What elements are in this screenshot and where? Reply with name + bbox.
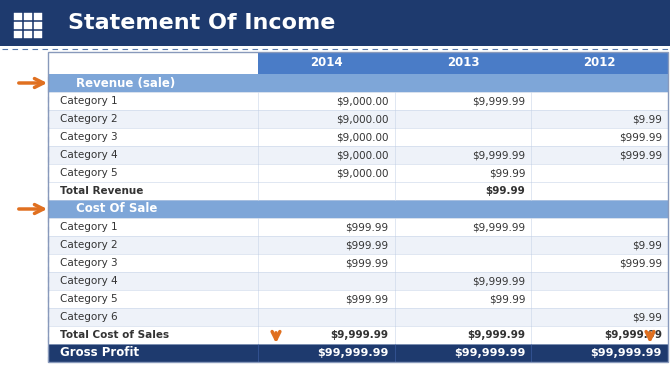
Bar — [14, 22, 22, 29]
Text: $999.99: $999.99 — [619, 150, 662, 160]
Text: Category 4: Category 4 — [60, 150, 118, 160]
Bar — [48, 236, 668, 254]
Text: $999.99: $999.99 — [346, 222, 389, 232]
Bar — [34, 13, 42, 20]
Text: $9,000.00: $9,000.00 — [336, 132, 389, 142]
Text: Category 1: Category 1 — [60, 96, 118, 106]
Bar — [48, 290, 668, 308]
Bar — [395, 52, 531, 74]
Bar — [48, 74, 668, 92]
Bar — [48, 164, 668, 182]
Bar — [48, 200, 668, 218]
Text: $999.99: $999.99 — [619, 132, 662, 142]
Text: Category 5: Category 5 — [60, 168, 118, 178]
Bar — [48, 326, 668, 344]
Text: Gross Profit: Gross Profit — [60, 347, 139, 359]
Text: Statement Of Income: Statement Of Income — [68, 13, 336, 33]
Text: $9,999.99: $9,999.99 — [472, 96, 525, 106]
Text: $9,999.99: $9,999.99 — [468, 330, 525, 340]
Text: $9,000.00: $9,000.00 — [336, 150, 389, 160]
Text: Category 1: Category 1 — [60, 222, 118, 232]
Text: Category 3: Category 3 — [60, 258, 118, 268]
Text: $999.99: $999.99 — [346, 258, 389, 268]
Text: $99,999.99: $99,999.99 — [318, 348, 389, 358]
Text: $9.99: $9.99 — [632, 240, 662, 250]
Text: Category 4: Category 4 — [60, 276, 118, 286]
Bar — [0, 0, 670, 46]
Text: $9,999.99: $9,999.99 — [604, 330, 662, 340]
Text: $9,999.99: $9,999.99 — [472, 276, 525, 286]
Text: 2012: 2012 — [584, 57, 616, 70]
Text: Cost Of Sale: Cost Of Sale — [76, 203, 157, 215]
Bar — [48, 272, 668, 290]
Text: Category 6: Category 6 — [60, 312, 118, 322]
Text: $9.99: $9.99 — [632, 312, 662, 322]
Text: Total Cost of Sales: Total Cost of Sales — [60, 330, 169, 340]
Bar — [14, 31, 22, 38]
Text: Revenue (sale): Revenue (sale) — [76, 76, 176, 90]
Text: $999.99: $999.99 — [346, 240, 389, 250]
Text: 2013: 2013 — [447, 57, 479, 70]
Bar — [48, 52, 258, 74]
Text: $9.99: $9.99 — [632, 114, 662, 124]
Bar — [24, 31, 32, 38]
Text: Category 5: Category 5 — [60, 294, 118, 304]
Text: $99,999.99: $99,999.99 — [454, 348, 525, 358]
Text: $9,000.00: $9,000.00 — [336, 114, 389, 124]
Bar — [14, 13, 22, 20]
Bar — [48, 146, 668, 164]
Text: $9,999.99: $9,999.99 — [472, 150, 525, 160]
Bar — [34, 31, 42, 38]
Bar — [48, 254, 668, 272]
Text: $99.99: $99.99 — [489, 294, 525, 304]
Bar — [48, 344, 668, 362]
Text: $99.99: $99.99 — [486, 186, 525, 196]
Bar — [48, 110, 668, 128]
Bar — [258, 52, 395, 74]
Bar — [531, 52, 668, 74]
Bar — [34, 22, 42, 29]
Text: Category 2: Category 2 — [60, 114, 118, 124]
Bar — [48, 128, 668, 146]
Text: 2014: 2014 — [310, 57, 342, 70]
Bar — [24, 22, 32, 29]
Text: $999.99: $999.99 — [346, 294, 389, 304]
Bar — [48, 182, 668, 200]
Text: $9,999.99: $9,999.99 — [472, 222, 525, 232]
Bar — [48, 308, 668, 326]
Text: Category 2: Category 2 — [60, 240, 118, 250]
Text: $99.99: $99.99 — [489, 168, 525, 178]
Bar — [48, 218, 668, 236]
Bar — [48, 52, 668, 362]
Text: $9,000.00: $9,000.00 — [336, 96, 389, 106]
Bar — [24, 13, 32, 20]
Text: $99,999.99: $99,999.99 — [591, 348, 662, 358]
Text: $9,000.00: $9,000.00 — [336, 168, 389, 178]
Text: Category 3: Category 3 — [60, 132, 118, 142]
Text: $9,999.99: $9,999.99 — [331, 330, 389, 340]
Text: $999.99: $999.99 — [619, 258, 662, 268]
Text: Total Revenue: Total Revenue — [60, 186, 143, 196]
Bar — [48, 92, 668, 110]
